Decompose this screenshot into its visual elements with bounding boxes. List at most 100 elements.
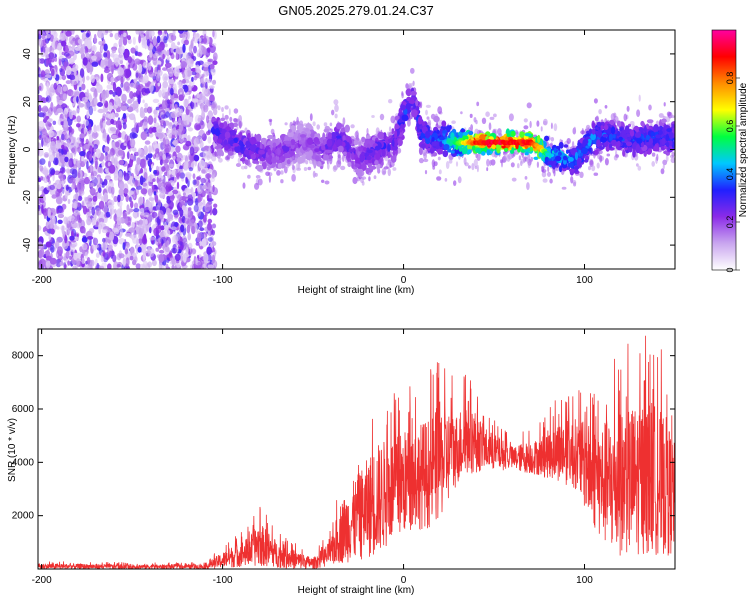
spectrogram-halo-blob [307, 166, 312, 171]
spectrogram-noise-blob [102, 113, 106, 120]
spectrogram-noise-blob [77, 183, 83, 194]
spectrogram-noise-blob [93, 124, 97, 134]
spectrogram-noise-blob [152, 56, 158, 66]
spectrogram-ridge-blob [232, 122, 238, 128]
spectrogram-ridge-blob [232, 135, 236, 139]
spectrogram-noise-blob [141, 159, 147, 169]
spectrogram-noise-blob [173, 155, 176, 160]
spectrogram-noise-blob [170, 34, 177, 41]
spectrogram-noise-blob [135, 45, 139, 52]
spectrogram-noise-blob [176, 81, 182, 86]
spectrogram-noise-blob [40, 70, 46, 78]
spectrogram-noise-blob [70, 91, 77, 98]
spectrogram-noise-blob [65, 65, 72, 76]
spectrogram-noise-blob [50, 141, 56, 151]
spectrogram-noise-blob [164, 224, 169, 231]
spectrogram-noise-blob [57, 42, 62, 51]
spectrogram-ridge-blob [544, 135, 550, 142]
spectrogram-noise-blob [166, 217, 174, 221]
spectrogram-noise-blob [91, 46, 96, 51]
spectrogram-noise-blob [122, 122, 127, 130]
spectrogram-ridge-blob [594, 116, 599, 122]
spectrogram-noise-blob [78, 86, 82, 92]
spectrogram-noise-blob [142, 74, 149, 84]
spectrogram-noise-blob [178, 51, 182, 61]
spectrogram-noise-blob [102, 237, 106, 243]
spectrogram-halo-blob [233, 118, 239, 123]
spectrogram-noise-blob [107, 263, 112, 269]
spectrogram-noise-blob [207, 264, 215, 269]
spectrogram-noise-blob [158, 261, 163, 269]
spectrogram-noise-blob [179, 207, 184, 218]
spectrogram-noise-blob [54, 74, 60, 81]
spectrogram-noise-blob [185, 244, 189, 248]
spectrogram-noise-blob [195, 124, 201, 130]
spectrogram-noise-blob [61, 58, 65, 63]
spectrogram-noise-blob [51, 68, 55, 77]
spectrogram-halo-blob [570, 176, 574, 184]
spectrogram-noise-blob [109, 250, 112, 257]
spectrogram-noise-blob [113, 195, 118, 203]
spectrogram-halo-blob [438, 169, 442, 175]
spectrogram-noise-blob [191, 71, 197, 76]
spectrogram-noise-blob [171, 264, 175, 269]
spectrogram-noise-blob [51, 30, 57, 36]
spectrogram-noise-blob [191, 98, 199, 103]
spectrogram-noise-blob [111, 134, 118, 139]
spectrogram-noise-blob [39, 58, 45, 64]
spectrogram-noise-blob [190, 39, 194, 49]
spectrogram-noise-blob [135, 263, 141, 269]
spectrogram-noise-blob [178, 171, 181, 177]
spectrogram-noise-blob [155, 153, 159, 161]
spectrogram-noise-blob [157, 82, 161, 87]
spectrogram-noise-blob [86, 89, 89, 97]
spectrogram-noise-blob [181, 114, 188, 121]
spectrogram-noise-blob [142, 99, 145, 104]
spectrogram-noise-blob [54, 158, 59, 166]
spectrogram-noise-blob [38, 198, 42, 205]
spectrogram-noise-blob [127, 56, 133, 64]
spectrogram-noise-blob [208, 85, 215, 89]
spectrogram-noise-blob [60, 133, 65, 141]
spectrogram-noise-blob [52, 106, 57, 113]
spectrogram-noise-blob [177, 41, 181, 46]
spectrogram-noise-blob [177, 30, 184, 34]
spectrogram-noise-blob [185, 160, 189, 169]
spectrogram-noise-blob [127, 190, 135, 196]
spectrogram-noise-blob [170, 257, 174, 262]
spectrogram-noise-blob [76, 123, 81, 128]
spectrogram-halo-blob [451, 120, 456, 124]
spectrogram-noise-blob [212, 60, 218, 66]
spectrogram-noise-blob [193, 45, 197, 54]
spectrogram-halo-blob [591, 165, 596, 172]
spectrogram-noise-blob [124, 248, 129, 255]
spectrogram-noise-blob [85, 32, 90, 38]
spectrogram-noise-blob [203, 104, 209, 113]
spectrogram-noise-blob [48, 113, 51, 117]
spectrogram-halo-blob [388, 99, 393, 104]
spectrogram-noise-blob [203, 214, 207, 223]
spectrogram-noise-blob [78, 103, 85, 108]
spectrogram-noise-blob [191, 225, 196, 235]
spectrogram-noise-blob [109, 231, 115, 241]
spectrogram-halo-blob [636, 163, 639, 167]
spectrogram-noise-blob [156, 35, 161, 44]
spectrogram-noise-blob [123, 172, 130, 181]
spectrogram-noise-blob [68, 36, 76, 44]
spectrogram-noise-blob [132, 147, 137, 152]
spectrogram-noise-blob [76, 115, 82, 123]
spectrogram-noise-blob [107, 204, 115, 210]
spectrogram-noise-blob [136, 86, 140, 95]
spectrogram-noise-blob [108, 102, 113, 111]
spectrogram-ridge-blob [448, 125, 452, 130]
spectrogram-halo-blob [540, 126, 543, 132]
spectrogram-ridge-blob [442, 150, 449, 158]
spectrogram-ridge-blob [447, 148, 452, 153]
spectrogram-noise-blob [140, 188, 148, 195]
spectrogram-noise-blob [98, 217, 105, 224]
spectrogram-ridge-blob [627, 146, 633, 153]
spectrogram-noise-blob [120, 33, 124, 43]
spectrogram-noise-blob [166, 207, 171, 216]
spectrogram-halo-blob [244, 165, 248, 170]
spectrogram-noise-blob [122, 32, 127, 38]
